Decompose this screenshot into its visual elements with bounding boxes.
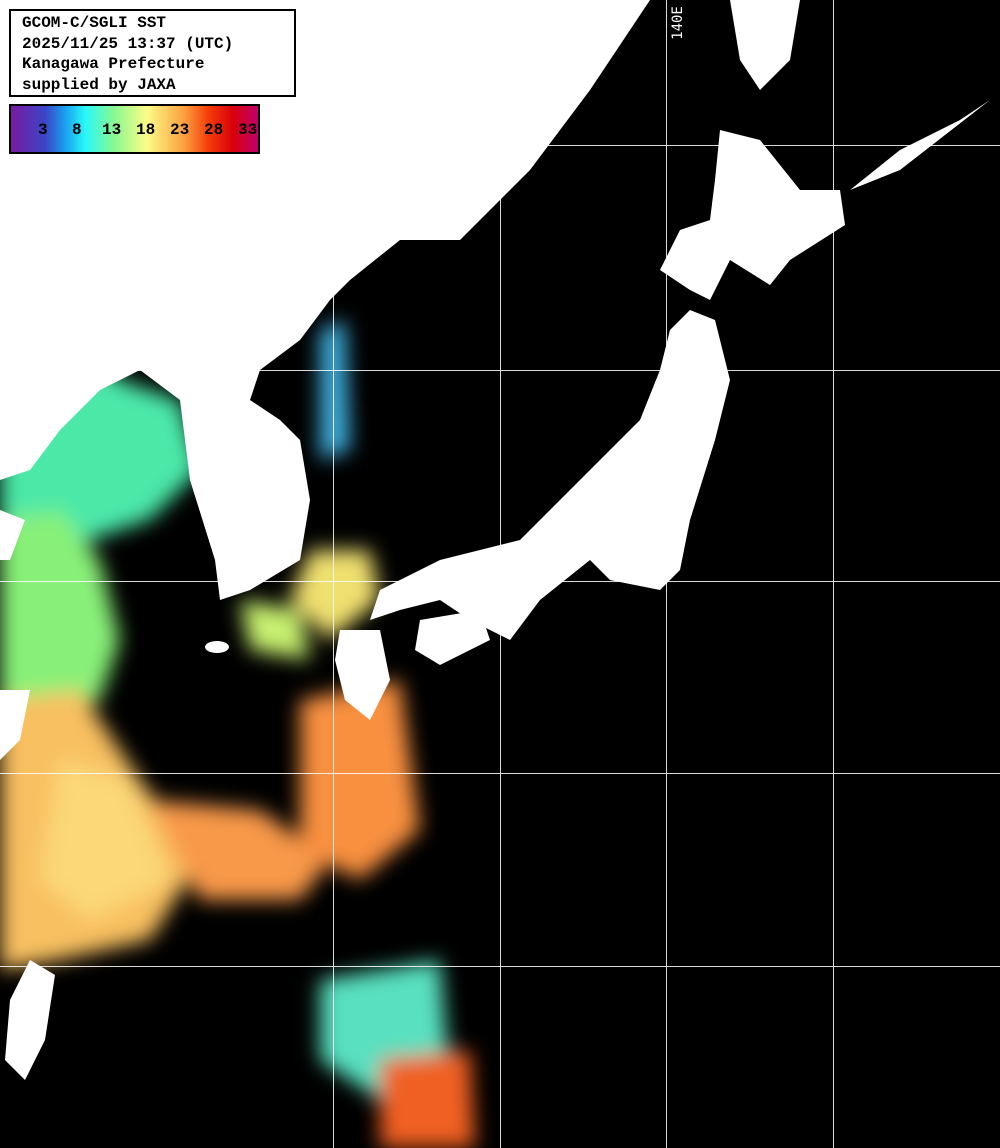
legend-tick: 18 — [136, 121, 156, 139]
title-line: GCOM-C/SGLI SST — [22, 14, 167, 32]
legend-tick: 28 — [204, 121, 224, 139]
legend-tick: 23 — [170, 121, 190, 139]
legend-tick: 33 — [238, 121, 258, 139]
region-line: Kanagawa Prefecture — [22, 55, 205, 73]
legend-tick: 8 — [72, 121, 82, 139]
longitude-label: 140E — [668, 3, 688, 48]
color-scale-legend: 3 8 13 18 23 28 33 — [9, 104, 260, 154]
sst-field — [0, 320, 475, 1148]
legend-tick: 3 — [38, 121, 48, 139]
longitude-label-text: 140E — [670, 6, 686, 40]
title-box: GCOM-C/SGLI SST 2025/11/25 13:37 (UTC) K… — [9, 9, 296, 97]
legend-tick: 13 — [102, 121, 122, 139]
datetime-line: 2025/11/25 13:37 (UTC) — [22, 34, 234, 53]
credit-line: supplied by JAXA — [22, 75, 176, 94]
